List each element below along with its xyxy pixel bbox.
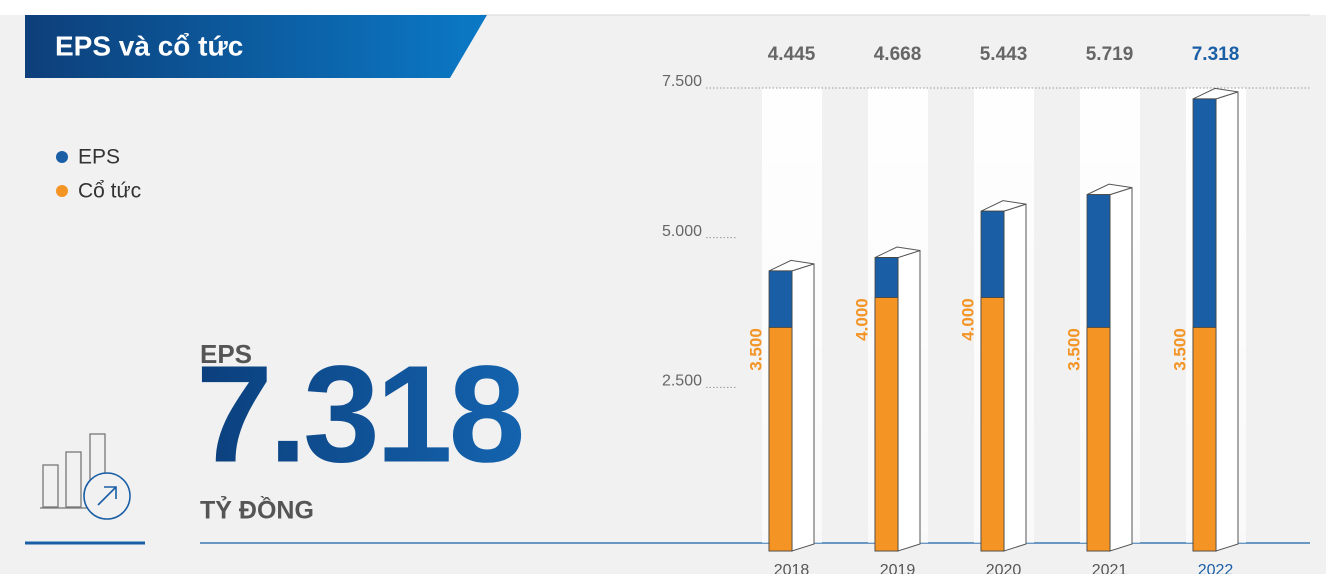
x-tick-label: 2019 — [880, 562, 916, 574]
chart-icon — [40, 433, 131, 520]
bar-side — [791, 263, 815, 552]
y-tick-label: 7.500 — [662, 73, 702, 90]
plot: 2.500 5.000 7.500 4.445 3.500 2018 4.668 4.000 2… — [662, 44, 1310, 574]
top-strip — [0, 0, 1326, 15]
bar-side — [897, 249, 921, 552]
callout-unit: TỶ ĐỒNG — [200, 495, 314, 525]
y-tick-label: 2.500 — [662, 373, 702, 390]
x-tick-label: 2018 — [774, 562, 810, 574]
bar-side — [1003, 203, 1027, 552]
value-label: 3.500 — [1064, 328, 1083, 371]
value-label: 4.445 — [768, 44, 816, 65]
legend-label: Cổ tức — [78, 180, 141, 203]
chart-title: EPS và cổ tức — [55, 30, 243, 61]
value-label: 3.500 — [746, 328, 765, 371]
value-label: 4.000 — [852, 298, 871, 341]
x-tick-label: 2020 — [986, 562, 1022, 574]
y-tick-label: 5.000 — [662, 223, 702, 240]
value-label: 5.443 — [980, 44, 1028, 65]
title-banner — [25, 15, 487, 78]
callout-label: EPS — [200, 339, 252, 369]
value-label: 3.500 — [1170, 328, 1189, 371]
bar — [980, 297, 1005, 552]
bar — [768, 327, 793, 552]
bar — [874, 297, 899, 552]
value-label: 5.719 — [1086, 44, 1134, 65]
value-label: 4.000 — [958, 298, 977, 341]
bar — [1086, 327, 1111, 552]
value-label: 4.668 — [874, 44, 922, 65]
value-label: 7.318 — [1192, 44, 1240, 65]
bar-side — [1215, 91, 1239, 552]
legend-label: EPS — [78, 146, 120, 169]
legend-swatch — [56, 151, 68, 163]
callout-value: 7.318 — [196, 337, 522, 491]
legend-swatch — [56, 185, 68, 197]
bar-side — [1109, 186, 1133, 552]
x-tick-label: 2022 — [1198, 562, 1234, 574]
bar — [1192, 327, 1217, 552]
x-tick-label: 2021 — [1092, 562, 1128, 574]
